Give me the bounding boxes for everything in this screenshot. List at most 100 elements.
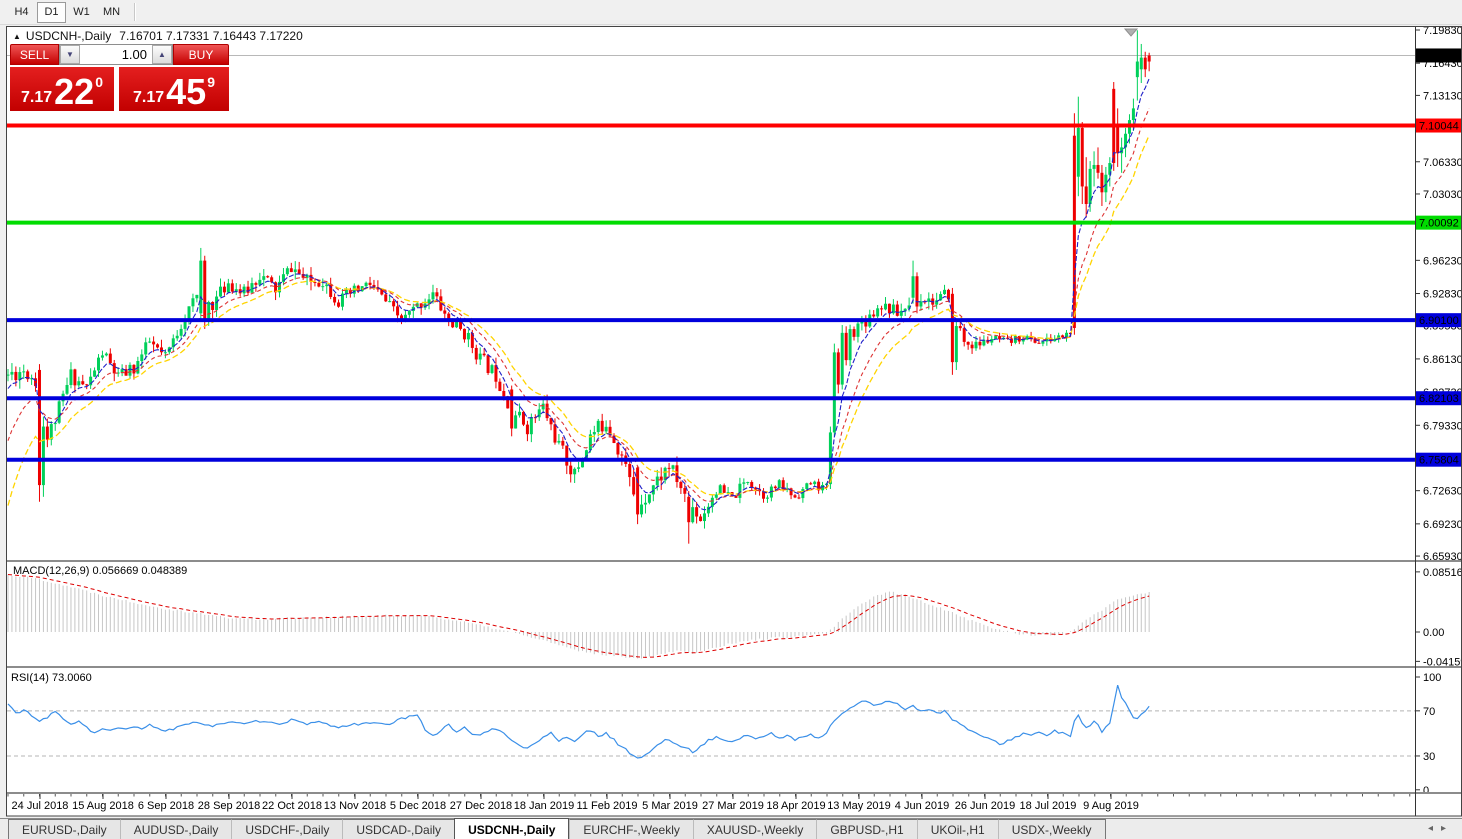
date-axis-label: 27 Mar 2019 bbox=[702, 800, 764, 812]
panel-divider[interactable] bbox=[6, 560, 1462, 562]
sell-price-pip: 0 bbox=[95, 74, 103, 90]
svg-text:7.17220: 7.17220 bbox=[1419, 50, 1459, 62]
price-axis-label: 6.79330 bbox=[1423, 420, 1462, 432]
sell-button[interactable]: SELL bbox=[10, 44, 59, 65]
date-axis-label: 13 Nov 2018 bbox=[324, 800, 386, 812]
volume-decrease-button[interactable]: ▼ bbox=[60, 45, 80, 64]
price-axis-label: 6.96230 bbox=[1423, 255, 1462, 267]
ma-slow-line bbox=[7, 134, 1150, 506]
date-axis-label: 5 Mar 2019 bbox=[642, 800, 698, 812]
sell-price-prefix: 7.17 bbox=[21, 89, 53, 106]
date-axis-label: 28 Sep 2018 bbox=[198, 800, 260, 812]
chart-title-row: ▲ USDCNH-,Daily 7.16701 7.17331 7.16443 7.… bbox=[13, 29, 303, 43]
timeframe-button-mn[interactable]: MN bbox=[102, 6, 121, 18]
rsi-line bbox=[7, 684, 1150, 759]
volume-input[interactable]: 1.00 bbox=[121, 47, 147, 62]
date-axis-label: 11 Feb 2019 bbox=[577, 800, 638, 812]
toolbar-separator bbox=[134, 3, 136, 21]
collapse-arrow-icon[interactable]: ▲ bbox=[13, 32, 21, 41]
price-axis-label: 6.72630 bbox=[1423, 486, 1462, 498]
level-price-label: 6.90100 bbox=[1416, 313, 1462, 328]
date-axis-label: 18 Jan 2019 bbox=[514, 800, 575, 812]
one-click-trade-panel: SELL ▼ 1.00 ▲ BUY 7.17 22 0 7.17 45 9 bbox=[10, 44, 229, 111]
price-axis-label: 6.92830 bbox=[1423, 289, 1462, 301]
macd-indicator-label: MACD(12,26,9) 0.056669 0.048389 bbox=[13, 565, 188, 577]
buy-button[interactable]: BUY bbox=[173, 44, 229, 65]
level-price-label: 6.75804 bbox=[1416, 452, 1462, 467]
symbol-tab-usdcnh[interactable]: USDCNH-,Daily bbox=[454, 818, 570, 839]
svg-text:6.82103: 6.82103 bbox=[1419, 393, 1459, 405]
date-axis: 24 Jul 2018 15 Aug 2018 6 Sep 2018 28 Sep 2… bbox=[7, 794, 1411, 812]
buy-price-big: 45 bbox=[166, 71, 207, 113]
date-axis-label: 18 Jul 2019 bbox=[1020, 800, 1077, 812]
price-axis-label: 0.085164 bbox=[1423, 567, 1462, 579]
date-axis-label: 18 Apr 2019 bbox=[766, 800, 825, 812]
date-axis-label: 22 Oct 2018 bbox=[262, 800, 322, 812]
date-axis-label: 6 Sep 2018 bbox=[138, 800, 194, 812]
symbol-tab-usdx[interactable]: USDX-,Weekly bbox=[997, 819, 1106, 839]
buy-price-prefix: 7.17 bbox=[133, 89, 165, 106]
timeframe-button-d1[interactable]: D1 bbox=[37, 1, 66, 23]
svg-text:7.10044: 7.10044 bbox=[1419, 121, 1459, 133]
level-price-label: 7.10044 bbox=[1416, 118, 1462, 133]
sell-price-big: 22 bbox=[54, 71, 95, 113]
price-axis-label: 0 bbox=[1423, 785, 1429, 797]
date-axis-label: 13 May 2019 bbox=[827, 800, 891, 812]
chart-ohlc-values: 7.16701 7.17331 7.16443 7.17220 bbox=[119, 29, 303, 43]
timeframe-button-group: H4 D1 W1 MN bbox=[0, 1, 126, 23]
chevron-down-icon: ▼ bbox=[66, 50, 74, 59]
rsi-indicator-label: RSI(14) 73.0060 bbox=[11, 672, 92, 684]
panel-divider[interactable] bbox=[6, 792, 1462, 794]
symbol-tab-eurchf[interactable]: EURCHF-,Weekly bbox=[569, 819, 693, 839]
price-axis-label: 7.19830 bbox=[1423, 25, 1462, 37]
timeframe-toolbar: H4 D1 W1 MN bbox=[0, 0, 1462, 25]
svg-text:6.75804: 6.75804 bbox=[1419, 455, 1459, 467]
tab-scroll-arrows: ◂▸ bbox=[1428, 823, 1454, 834]
symbol-tab-audusd[interactable]: AUDUSD-,Daily bbox=[119, 819, 232, 839]
svg-text:7.00092: 7.00092 bbox=[1419, 218, 1459, 230]
timeframe-button-w1[interactable]: W1 bbox=[73, 6, 90, 18]
symbol-tab-gbpusd[interactable]: GBPUSD-,H1 bbox=[816, 819, 917, 839]
buy-price-box[interactable]: 7.17 45 9 bbox=[119, 67, 229, 111]
price-axis-label: 100 bbox=[1423, 672, 1441, 684]
price-axis-label: 7.03030 bbox=[1423, 189, 1462, 201]
chart-shift-marker[interactable] bbox=[1123, 28, 1139, 37]
price-axis-label: -0.041597 bbox=[1423, 656, 1462, 668]
date-axis-label: 5 Dec 2018 bbox=[390, 800, 446, 812]
chart-symbol-label: USDCNH-,Daily bbox=[25, 29, 112, 43]
price-axis-label: 7.13130 bbox=[1423, 90, 1462, 102]
panel-divider[interactable] bbox=[6, 666, 1462, 668]
symbol-tab-usdchf[interactable]: USDCHF-,Daily bbox=[231, 819, 343, 839]
symbol-tab-usdcad[interactable]: USDCAD-,Daily bbox=[342, 819, 455, 839]
date-axis-label: 27 Dec 2018 bbox=[450, 800, 512, 812]
symbol-tab-xauusd[interactable]: XAUUSD-,Weekly bbox=[692, 819, 817, 839]
level-price-label: 7.00092 bbox=[1416, 215, 1462, 230]
current-price-label: 7.17220 bbox=[1416, 48, 1462, 63]
macd-panel bbox=[7, 574, 1150, 659]
price-axis-label: 70 bbox=[1423, 706, 1435, 718]
chevron-up-icon: ▲ bbox=[158, 50, 166, 59]
sell-price-box[interactable]: 7.17 22 0 bbox=[10, 67, 114, 111]
volume-increase-button[interactable]: ▲ bbox=[152, 45, 172, 64]
price-axis-label: 6.86130 bbox=[1423, 354, 1462, 366]
symbol-tab-ukoil[interactable]: UKOil-,H1 bbox=[916, 819, 998, 839]
macd-signal-line bbox=[7, 574, 1150, 658]
rsi-panel bbox=[7, 684, 1415, 759]
volume-stepper: ▼ 1.00 ▲ bbox=[59, 44, 173, 65]
level-price-label: 6.82103 bbox=[1416, 391, 1462, 406]
date-axis-label: 9 Aug 2019 bbox=[1083, 800, 1139, 812]
buy-price-pip: 9 bbox=[207, 74, 215, 90]
timeframe-button-h4[interactable]: H4 bbox=[14, 6, 29, 18]
price-axis-label: 7.06330 bbox=[1423, 157, 1462, 169]
symbol-tab-bar: EURUSD-,Daily AUDUSD-,Daily USDCHF-,Daily U… bbox=[0, 818, 1462, 839]
date-axis-label: 26 Jun 2019 bbox=[955, 800, 1016, 812]
tabs-scroll-right-button[interactable]: ▸ bbox=[1440, 823, 1454, 834]
symbol-tab-eurusd[interactable]: EURUSD-,Daily bbox=[8, 819, 120, 839]
price-axis-label: 30 bbox=[1423, 751, 1435, 763]
price-axis-label: 6.69230 bbox=[1423, 519, 1462, 531]
tabs-scroll-left-button[interactable]: ◂ bbox=[1427, 823, 1441, 834]
date-axis-label: 24 Jul 2018 bbox=[12, 800, 69, 812]
price-axis-label: 0.00 bbox=[1423, 627, 1444, 639]
